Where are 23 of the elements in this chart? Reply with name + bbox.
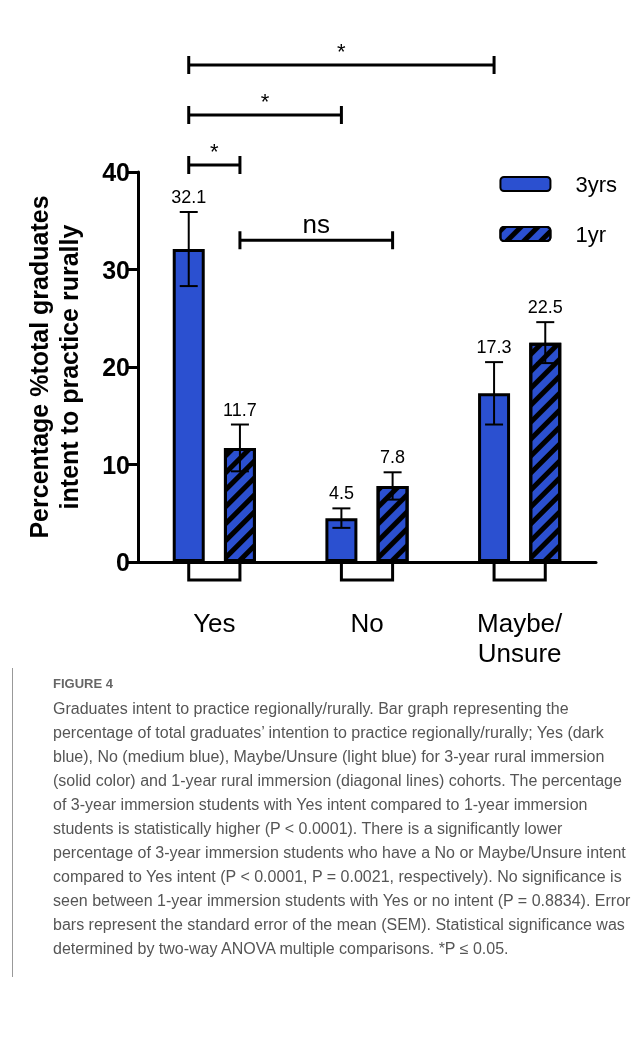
text: * xyxy=(210,138,220,164)
x-tick-label: No xyxy=(350,608,384,638)
data-label: 4.5 xyxy=(328,483,354,504)
y-axis-title: Percentage %total graduates intent to practice rurally xyxy=(25,195,83,539)
legend-label: 1yr xyxy=(575,221,606,247)
text: * xyxy=(337,38,347,64)
legend-label: 3yrs xyxy=(575,171,617,197)
data-label: 22.5 xyxy=(527,297,563,318)
y-tick-label: 30 xyxy=(102,255,130,284)
y-tick-label: 40 xyxy=(102,158,130,186)
text: Graduates intent to practice regionally/rurally. Bar graph representing the percentage of total graduates’ intention to practice regionally/rurally; Yes (dark blue), No (medium blue), Maybe/Unsure (light blue) for 3-year rural immersion (solid color) and 1-year rural immersion (diagonal lines) cohorts. The percentage of 3-year immersion students with Yes intent compared to 1-year immersion students is statistically higher (P < 0.0001). There is a significantly lower percentage of 3-year immersion students who have a No or Maybe/Unsure intent compared to Yes intent (P < 0.0001, P = 0.0021, respectively). No significance is seen between 1-year immersion students with Yes or no intent (P = 0.8834). Error bars represent the standard error of the mean (SEM). Statistical significance was determined by two-way ANOVA multiple comparisons. *P ≤ 0.05. xyxy=(53,700,631,957)
y-tick-label: 20 xyxy=(102,353,130,381)
data-label: 11.7 xyxy=(223,399,257,420)
data-label: 32.1 xyxy=(171,186,207,207)
x-tick-label: Maybe/Unsure xyxy=(477,608,564,668)
x-tick-label: Yes xyxy=(193,608,236,638)
y-tick-label: 0 xyxy=(116,548,130,576)
data-label: 7.8 xyxy=(380,447,406,468)
caption: FIGURE 4 xyxy=(53,676,114,691)
data-label: 17.3 xyxy=(476,337,512,358)
text: * xyxy=(260,88,270,114)
y-tick-label: 10 xyxy=(102,450,130,479)
annotation: ns xyxy=(302,209,330,240)
